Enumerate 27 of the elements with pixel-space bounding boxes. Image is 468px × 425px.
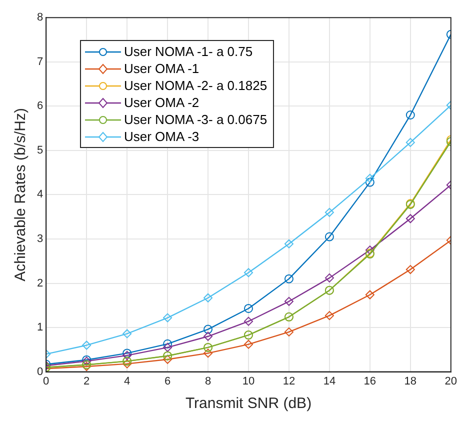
- y-tick-label: 2: [36, 277, 44, 290]
- legend-label: User OMA -2: [124, 94, 200, 111]
- y-tick-label: 5: [36, 144, 44, 156]
- x-tick-label: 20: [444, 375, 458, 388]
- x-tick-label: 6: [164, 375, 171, 388]
- legend-label: User NOMA -3- a 0.0675: [124, 111, 268, 128]
- legend-label: User OMA -1: [124, 60, 200, 77]
- y-tick-label: 4: [36, 188, 44, 201]
- y-tick-label: 0: [36, 366, 44, 378]
- x-tick-label: 16: [364, 375, 376, 388]
- y-tick-label: 6: [36, 100, 44, 112]
- y-axis-title: Achievable Rates (b/s/Hz): [12, 108, 30, 282]
- x-tick-label: 10: [242, 375, 255, 388]
- x-tick-label: 8: [204, 375, 212, 388]
- x-tick-label: 12: [282, 375, 296, 388]
- legend-label: User OMA -3: [124, 128, 200, 145]
- x-tick-label: 14: [323, 375, 336, 388]
- y-tick-label: 8: [36, 12, 44, 24]
- x-axis-title: Transmit SNR (dB): [185, 395, 312, 412]
- legend-label: User NOMA -1- a 0.75: [124, 43, 253, 60]
- y-tick-label: 1: [36, 322, 44, 334]
- x-tick-label: 2: [84, 375, 90, 388]
- y-tick-label: 3: [36, 233, 44, 246]
- x-tick-label: 18: [404, 375, 417, 388]
- y-tick-label: 7: [36, 56, 44, 68]
- x-tick-label: 4: [124, 375, 130, 388]
- legend-label: User NOMA -2- a 0.1825: [124, 77, 268, 94]
